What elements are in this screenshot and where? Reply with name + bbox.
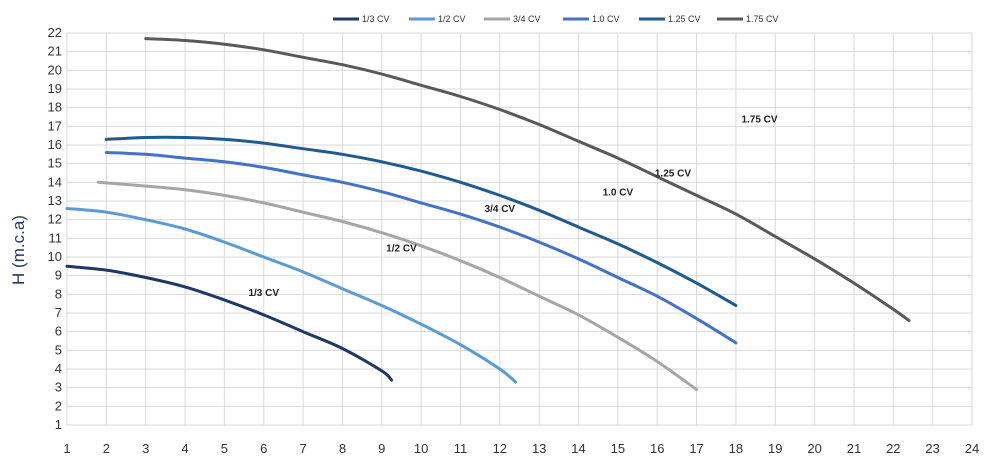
x-tick-label: 22	[886, 441, 900, 456]
y-tick-label: 8	[55, 286, 62, 301]
series-line-1-3-cv	[65, 264, 394, 382]
curve-label-1-0-cv: 1.0 CV	[603, 187, 634, 198]
curve-label-1-75-cv: 1.75 CV	[741, 115, 777, 126]
curve-labels: 1/3 CV 1/2 CV 3/4 CV 1.0 CV 1.25 CV 1.75 CV	[248, 115, 777, 300]
x-tick-label: 10	[414, 441, 428, 456]
legend-label: 1/3 CV	[362, 14, 390, 24]
x-tick-label: 2	[103, 441, 110, 456]
y-tick-label: 11	[49, 230, 63, 245]
x-tick-label: 3	[142, 441, 149, 456]
legend-label: 1.25 CV	[668, 14, 701, 24]
x-tick-label: 17	[689, 441, 703, 456]
x-tick-label: 4	[181, 441, 188, 456]
curve-label-1-2-cv: 1/2 CV	[386, 243, 417, 254]
x-tick-label: 16	[650, 441, 664, 456]
y-tick-label: 6	[55, 324, 62, 339]
curve-label-1-25-cv: 1.25 CV	[655, 169, 691, 180]
y-tick-label: 19	[48, 81, 62, 96]
x-tick-label: 9	[378, 441, 385, 456]
y-tick-label: 13	[48, 193, 62, 208]
x-tick-label: 12	[493, 441, 507, 456]
x-tick-label: 21	[847, 441, 861, 456]
y-tick-label: 9	[55, 268, 62, 283]
series-group	[65, 37, 911, 391]
x-tick-label: 20	[807, 441, 821, 456]
legend-label: 1.0 CV	[592, 14, 620, 24]
y-tick-label: 17	[48, 118, 62, 133]
y-tick-label: 20	[48, 62, 62, 77]
legend-label: 3/4 CV	[513, 14, 541, 24]
x-tick-label: 8	[339, 441, 346, 456]
series-line-1-25-cv	[104, 135, 738, 307]
y-axis-title: H (m.c.a)	[9, 215, 28, 285]
x-tick-label: 15	[611, 441, 625, 456]
y-tick-label: 14	[48, 174, 62, 189]
series-line-1-75-cv	[144, 37, 911, 322]
series-line-1-0-cv	[104, 151, 738, 345]
y-tick-label: 3	[55, 380, 62, 395]
x-axis: 1 2 3 4 5 6 7 8 9 10 11 12 13 14 15 16 17 18 19 20 21 22 23 24	[63, 441, 979, 456]
curve-label-1-3-cv: 1/3 CV	[248, 288, 279, 299]
series-line-1-2-cv	[65, 207, 518, 384]
y-tick-label: 2	[55, 398, 62, 413]
y-tick-label: 5	[55, 342, 62, 357]
x-tick-label: 11	[454, 441, 468, 456]
x-tick-label: 1	[63, 441, 70, 456]
x-tick-label: 6	[260, 441, 267, 456]
y-tick-label: 16	[48, 137, 62, 152]
y-tick-label: 1	[55, 417, 62, 432]
y-tick-label: 22	[48, 25, 62, 40]
x-tick-label: 14	[571, 441, 585, 456]
grid	[66, 32, 973, 426]
legend-label: 1/2 CV	[438, 14, 466, 24]
x-tick-label: 24	[965, 441, 979, 456]
y-tick-label: 4	[55, 361, 62, 376]
x-tick-label: 18	[729, 441, 743, 456]
x-tick-label: 13	[532, 441, 546, 456]
y-tick-label: 21	[48, 44, 62, 59]
legend: 1/3 CV 1/2 CV 3/4 CV 1.0 CV 1.25 CV 1.75 CV	[333, 14, 779, 24]
y-tick-label: 10	[48, 249, 62, 264]
curve-label-3-4-cv: 3/4 CV	[485, 204, 516, 215]
series-line-3-4-cv	[97, 180, 699, 391]
y-tick-label: 18	[48, 100, 62, 115]
x-tick-label: 23	[925, 441, 939, 456]
x-tick-label: 7	[299, 441, 306, 456]
y-tick-label: 15	[48, 156, 62, 171]
y-tick-label: 12	[48, 212, 62, 227]
x-tick-label: 5	[221, 441, 228, 456]
legend-label: 1.75 CV	[746, 14, 779, 24]
y-tick-label: 7	[55, 305, 62, 320]
x-tick-label: 19	[768, 441, 782, 456]
